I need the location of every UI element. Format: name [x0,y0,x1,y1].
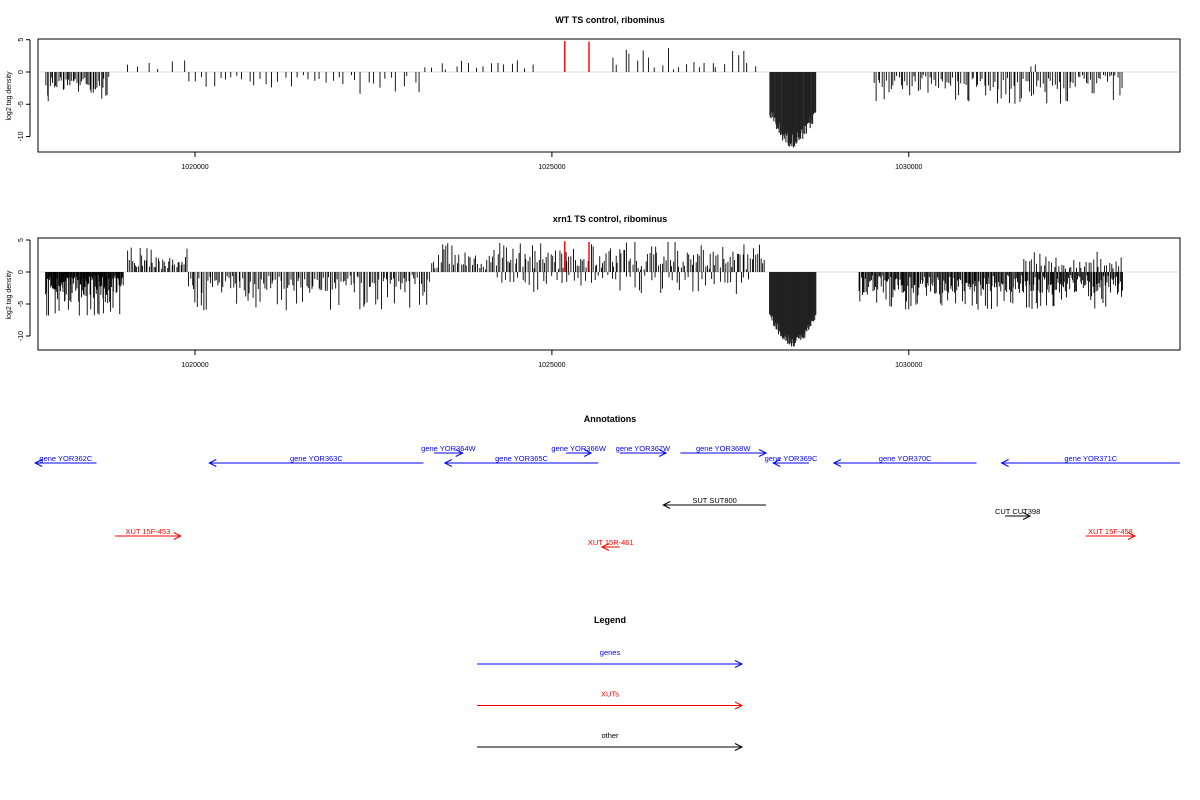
x-tick-label: 1025000 [538,362,565,369]
y-tick-label: 0 [18,270,25,274]
feature-arrowhead [583,449,593,457]
feature-arrowhead [1022,512,1032,520]
feature-gene-yor370c: gene YOR370C [832,454,977,467]
y-tick-label: 0 [18,70,25,74]
feature-gene-yor367w: gene YOR367W [616,444,671,457]
feature-gene-yor363c: gene YOR363C [208,454,424,467]
legend-items: genes XUTs other [477,648,744,751]
feature-label: gene YOR363C [290,454,343,463]
y-tick-label: -10 [18,131,25,141]
feature-gene-yor368w: gene YOR368W [680,444,768,457]
xrn1-plot-frame [37,237,1181,351]
legend-title: Legend [594,615,626,625]
feature-arrowhead [600,543,610,551]
legend-arrowhead [734,660,744,668]
legend-arrowhead [734,743,744,751]
feature-gene-yor366w: gene YOR366W [551,444,607,457]
legend-item-genes: genes [477,648,744,668]
feature-xut-15f-453: XUT 15F-453 [115,527,182,540]
feature-gene-yor371c: gene YOR371C [1000,454,1180,467]
feature-label: gene YOR365C [495,454,548,463]
y-tick-label: -10 [18,331,25,341]
feature-arrowhead [1000,459,1009,467]
feature-arrowhead [173,532,182,540]
legend-arrowhead [734,701,744,710]
y-tick-label: -5 [18,301,25,307]
wt-x-axis: 1020000 1025000 1030000 [181,152,923,171]
legend: Legend genes XUTs other [477,615,744,751]
annotations-title: Annotations [584,414,637,424]
feature-label: XUT 15F-453 [125,527,170,536]
feature-arrowhead [208,459,217,467]
xrn1-y-axis-label: log2 tag density [6,270,13,320]
x-tick-label: 1020000 [181,164,208,171]
y-tick-label: 5 [18,238,25,242]
wt-panel-title: WT TS control, ribominus [555,15,665,25]
legend-label: genes [600,648,621,657]
feature-label: gene YOR368W [696,444,751,453]
xrn1-bars [38,241,1180,347]
feature-arrowhead [832,459,842,467]
wt-y-axis-label: log2 tag density [6,71,13,121]
feature-gene-yor364w: gene YOR364W [421,444,477,457]
x-tick-label: 1025000 [538,164,565,171]
feature-arrowhead [772,459,781,467]
feature-label: gene YOR371C [1064,454,1117,463]
xrn1-x-axis: 1020000 1025000 1030000 [181,350,923,369]
feature-label: gene YOR366W [551,444,606,453]
y-tick-label: 5 [18,38,25,42]
feature-label: gene YOR370C [879,454,932,463]
feature-label: CUT CUT398 [995,507,1040,516]
feature-label: gene YOR369C [765,454,818,463]
feature-xut-15r-461: XUT 15R-461 [588,538,634,551]
legend-label: other [601,731,619,740]
wt-y-axis: 5 0 -5 -10 [18,38,31,142]
feature-cut-cut398: CUT CUT398 [995,507,1040,520]
feature-arrowhead [1127,532,1137,540]
feature-gene-yor362c: gene YOR362C [34,454,97,467]
x-tick-label: 1030000 [895,164,922,171]
feature-label: XUT 15R-461 [588,538,634,547]
legend-label: XUTs [601,690,619,699]
x-tick-label: 1030000 [895,362,922,369]
wt-bars [38,41,1180,148]
feature-arrowhead [758,449,768,457]
feature-arrowhead [34,459,43,467]
xrn1-y-axis: 5 0 -5 -10 [18,238,31,341]
feature-xut-15f-458: XUT 15F-458 [1085,527,1137,540]
feature-arrowhead [443,459,453,467]
feature-label: gene YOR367W [616,444,671,453]
legend-item-xuts: XUTs [477,690,744,710]
feature-label: SUT SUT800 [692,496,736,505]
xrn1-coverage-panel: xrn1 TS control, ribominus 5 0 -5 -10 10200… [6,214,1181,369]
wt-plot-frame [37,38,1181,153]
feature-label: gene YOR362C [39,454,92,463]
y-tick-label: -5 [18,101,25,107]
feature-sut-sut800: SUT SUT800 [662,496,767,509]
annotation-features: gene YOR362C gene YOR363C gene YOR364W gene… [34,444,1180,551]
xrn1-panel-title: xrn1 TS control, ribominus [553,214,668,224]
wt-coverage-panel: WT TS control, ribominus 5 0 -5 -10 1020000… [6,15,1181,171]
feature-label: XUT 15F-458 [1088,527,1133,536]
feature-label: gene YOR364W [421,444,476,453]
feature-arrowhead [662,501,671,509]
x-tick-label: 1020000 [181,362,208,369]
annotation-track: Annotations gene YOR362C gene YOR363Cgene… [34,414,1180,551]
feature-gene-yor365c: gene YOR365C [443,454,599,467]
feature-arrowhead [455,449,464,457]
legend-item-other: other [477,731,744,751]
feature-arrowhead [658,449,668,457]
feature-gene-yor369c: gene YOR369C [765,454,818,467]
